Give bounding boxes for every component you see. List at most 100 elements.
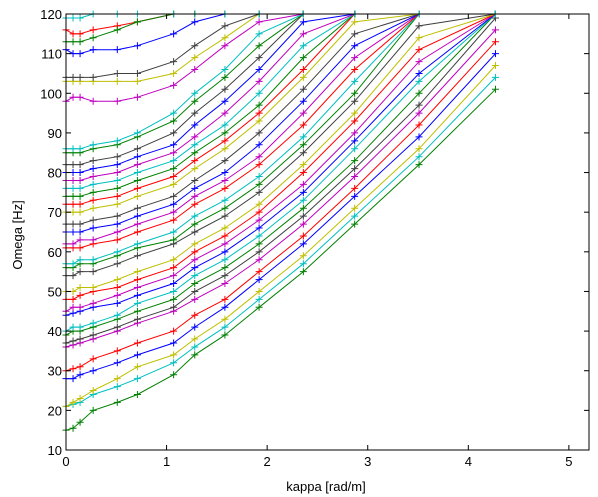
series-29-point-6 (170, 81, 178, 89)
series-15-point-1 (69, 260, 77, 268)
series-23-line (66, 13, 496, 189)
series-17-point-11 (351, 54, 359, 62)
series-1-point-6 (170, 359, 178, 367)
series-20-point-7 (191, 165, 199, 173)
series-2-point-11 (351, 204, 359, 212)
series-0-point-1 (69, 424, 77, 432)
series-34-point-4 (113, 26, 121, 34)
series-17-point-9 (255, 153, 263, 161)
series-19-point-11 (351, 30, 359, 38)
series-21-point-6 (170, 173, 178, 181)
series-7-point-11 (351, 157, 359, 165)
series-19-point-2 (76, 220, 84, 228)
series-31-point-2 (76, 73, 84, 81)
series-13-point-7 (191, 228, 199, 236)
series-23-point-3 (89, 180, 97, 188)
series-27-point-9 (255, 42, 263, 50)
series-0-line (65, 88, 496, 431)
series-26-point-2 (76, 161, 84, 169)
series-17-point-3 (89, 236, 97, 244)
y-tick-label-11: 120 (40, 7, 62, 22)
series-13-point-3 (89, 268, 97, 276)
series-11-point-2 (76, 291, 84, 299)
series-3-point-13 (491, 50, 499, 58)
series-10-point-2 (76, 303, 84, 311)
series-17-point-1 (69, 240, 77, 248)
series-0-point-10 (299, 268, 307, 276)
series-10-point-6 (170, 272, 178, 280)
series-6-point-6 (170, 303, 178, 311)
series-8-point-10 (299, 196, 307, 204)
series-7 (62, 10, 499, 339)
series-20-point-11 (351, 18, 359, 26)
series-9 (62, 10, 499, 319)
series-11-point-11 (351, 117, 359, 125)
x-tick-label-2: 2 (264, 454, 271, 469)
series-0-point-3 (89, 406, 97, 414)
series-30-point-7 (191, 54, 199, 62)
series-32-point-7 (191, 18, 199, 26)
series-11-point-9 (255, 208, 263, 216)
series-9-point-4 (113, 299, 121, 307)
series-16-point-5 (133, 228, 141, 236)
series-15-point-9 (255, 173, 263, 181)
series-0-point-5 (133, 391, 141, 399)
series-3-point-10 (299, 240, 307, 248)
series-28-point-8 (221, 65, 229, 73)
series-12-point-11 (351, 109, 359, 117)
series-3-point-6 (170, 339, 178, 347)
series-21-point-7 (191, 157, 199, 165)
series-6-point-5 (133, 315, 141, 323)
series-6-point-4 (113, 323, 121, 331)
series-7-line (65, 13, 496, 336)
x-axis-label: kappa [rad/m] (286, 479, 366, 494)
series-5-point-12 (415, 109, 423, 117)
series-19-point-3 (89, 216, 97, 224)
series-18-point-6 (170, 200, 178, 208)
series-18-point-5 (133, 212, 141, 220)
series-29-point-7 (191, 65, 199, 73)
series-4-point-11 (351, 184, 359, 192)
series-13-point-11 (351, 97, 359, 105)
series-11 (62, 10, 499, 303)
y-tick-label-1: 20 (48, 403, 62, 418)
series-32-point-4 (113, 46, 121, 54)
series-27-point-8 (221, 73, 229, 81)
series-27-point-7 (191, 97, 199, 105)
series-5-line (65, 29, 496, 348)
series-4-point-5 (133, 339, 141, 347)
series-16-point-8 (221, 184, 229, 192)
series-25-point-3 (89, 165, 97, 173)
series-24-point-9 (255, 77, 263, 85)
series-24-point-5 (133, 161, 141, 169)
series-21-line (66, 13, 496, 205)
series-3-point-3 (89, 367, 97, 375)
series-8-point-2 (76, 323, 84, 331)
series-12-point-8 (221, 224, 229, 232)
y-tick-label-7: 80 (48, 166, 62, 181)
series-1-line (65, 77, 496, 407)
axes-layer: 0 1 2 3 4 5 10 20 30 40 50 60 70 80 90 100 110 120 (40, 7, 590, 469)
series-3-point-4 (113, 359, 121, 367)
series-13 (62, 10, 499, 280)
series-20-point-10 (299, 73, 307, 81)
series-20-point-8 (221, 145, 229, 153)
series-1-point-11 (351, 212, 359, 220)
y-tick-label-0: 10 (48, 443, 62, 458)
series-28-point-4 (113, 137, 121, 145)
series-19-point-10 (299, 85, 307, 93)
series-27-point-6 (170, 117, 178, 125)
series-4-point-13 (491, 38, 499, 46)
series-1-point-7 (191, 343, 199, 351)
series-24-line (66, 13, 496, 181)
series-22-line (66, 13, 496, 197)
series-8-point-6 (170, 287, 178, 295)
series-7-point-12 (415, 89, 423, 97)
series-32-point-2 (76, 50, 84, 58)
x-tick-label-0: 0 (62, 454, 69, 469)
series-32-point-5 (133, 42, 141, 50)
y-tick-label-2: 30 (48, 364, 62, 379)
series-2-point-12 (415, 145, 423, 153)
series-31-point-6 (170, 58, 178, 66)
series-7-point-6 (170, 295, 178, 303)
